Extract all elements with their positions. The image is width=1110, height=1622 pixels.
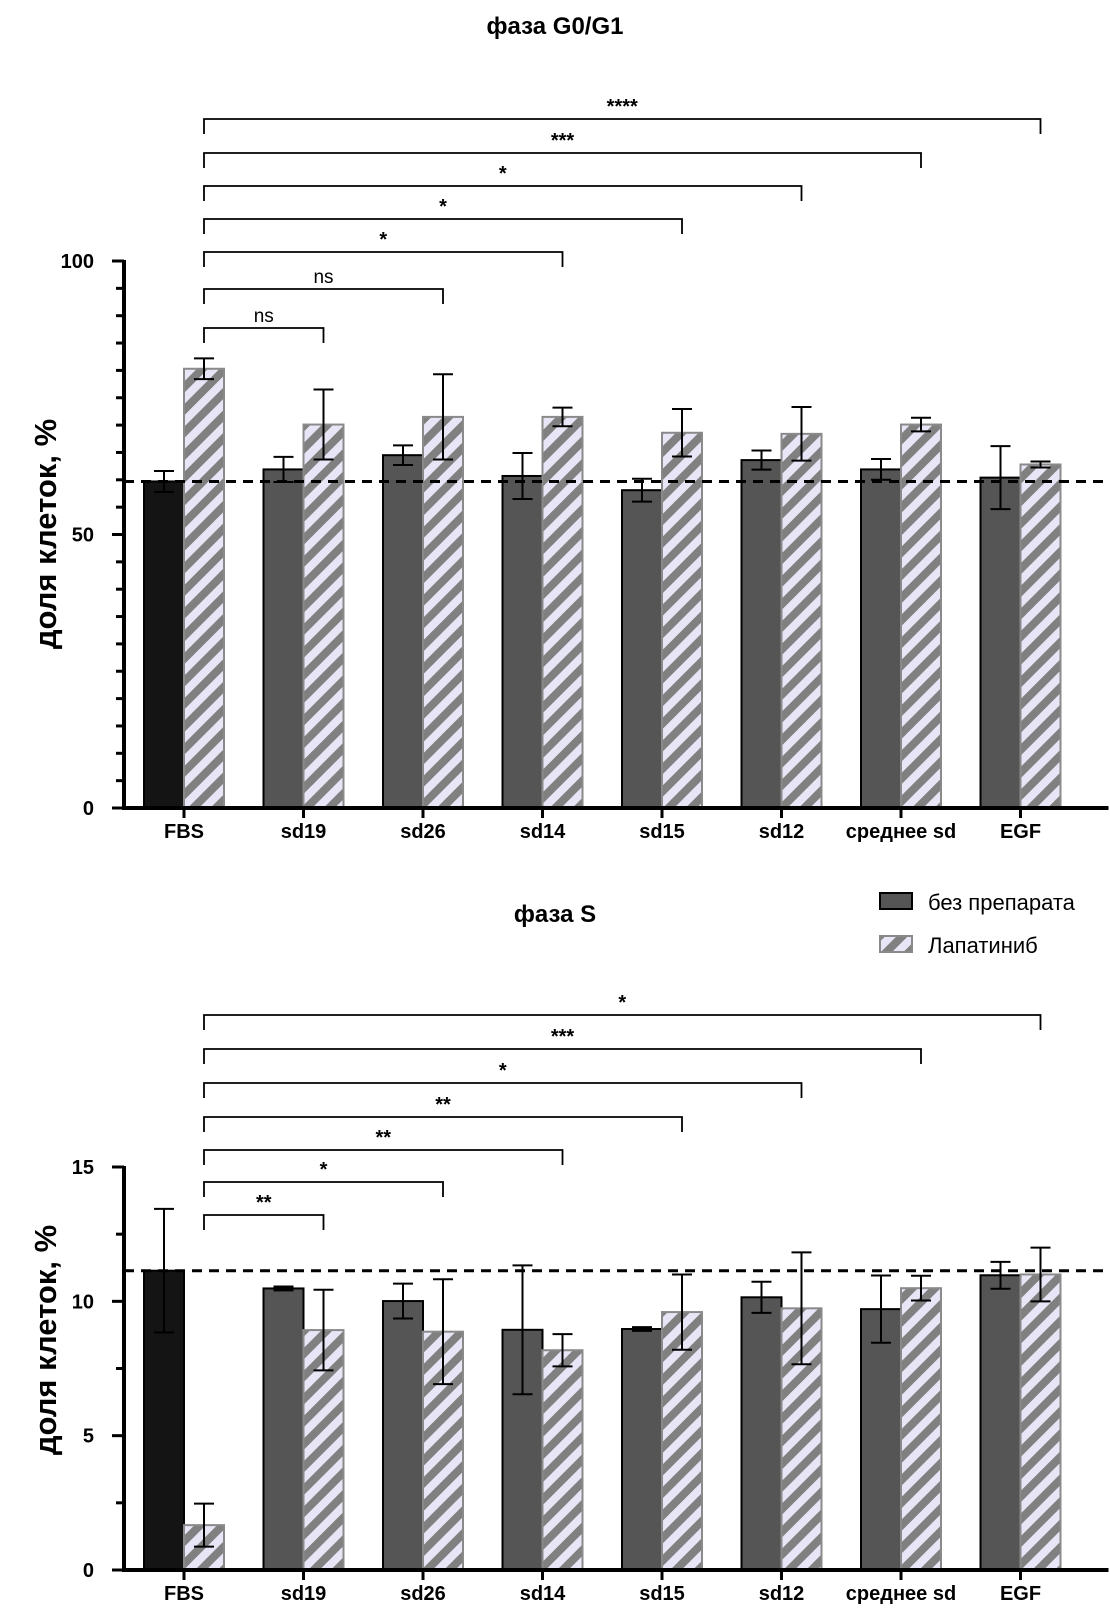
significance-bracket: [203, 251, 564, 267]
legend: без препарата Лапатиниб: [879, 890, 1076, 958]
bar-no-drug-3: [501, 474, 544, 809]
significance-label: *: [379, 229, 387, 251]
significance-bracket: [203, 1014, 1042, 1030]
legend-swatch-no-drug: [879, 892, 913, 910]
significance-label: *: [618, 992, 626, 1014]
significance-bracket: [203, 1048, 922, 1064]
y-tick-label: 0: [83, 1560, 94, 1582]
bar-lapatinib-0: [183, 367, 225, 809]
bar-no-drug-7: [979, 476, 1022, 809]
bar-no-drug-1: [262, 1287, 305, 1572]
significance-label: *: [499, 1060, 507, 1082]
significance-bracket: [203, 185, 803, 201]
bar-no-drug-6: [860, 468, 902, 809]
significance-bracket: [203, 1214, 325, 1230]
x-tick-label: sd26: [400, 821, 446, 843]
bar-lapatinib-6: [900, 1287, 942, 1572]
bar-lapatinib-3: [541, 415, 584, 809]
significance-label: ***: [551, 130, 575, 152]
bar-no-drug-6: [860, 1308, 902, 1571]
significance-label: ***: [551, 1026, 575, 1048]
legend-label-lapatinib: Лапатиниб: [928, 933, 1038, 958]
x-tick-label: sd12: [759, 1583, 805, 1605]
bar-no-drug-4: [621, 489, 663, 809]
x-tick-label: sd14: [520, 821, 566, 843]
x-tick-label: среднее sd: [846, 1583, 956, 1605]
significance-bracket: [203, 327, 325, 343]
y-tick-label: 15: [72, 1157, 94, 1179]
bar-no-drug-5: [740, 459, 783, 809]
chart-title: фаза S: [514, 901, 596, 928]
bar-lapatinib-7: [1019, 463, 1062, 809]
x-tick-label: среднее sd: [846, 821, 956, 843]
y-tick-label: 10: [72, 1291, 94, 1313]
x-tick-label: EGF: [1000, 1583, 1041, 1605]
y-tick-label: 0: [83, 798, 94, 820]
x-tick-label: sd19: [281, 1583, 327, 1605]
bar-lapatinib-5: [780, 432, 823, 809]
bar-no-drug-5: [740, 1296, 783, 1571]
significance-label: ****: [607, 96, 638, 118]
significance-label: ns: [313, 267, 333, 288]
x-tick-label: FBS: [164, 1583, 204, 1605]
significance-bracket: [203, 118, 1042, 134]
bar-no-drug-0: [143, 480, 185, 809]
x-tick-label: sd14: [520, 1583, 566, 1605]
significance-bracket: [203, 288, 444, 304]
panel-s: фаза S доля клеток, % FBS sd19 sd26 sd14 sd15 s…: [28, 901, 1109, 1605]
significance-label: **: [256, 1192, 272, 1214]
significance-bracket: [203, 152, 922, 168]
y-tick-label: 50: [72, 525, 94, 547]
x-tick-label: sd26: [400, 1583, 446, 1605]
legend-swatch-lapatinib: [879, 935, 913, 953]
x-tick-label: FBS: [164, 821, 204, 843]
significance-label: ns: [254, 306, 274, 327]
bar-no-drug-1: [262, 468, 305, 809]
bar-lapatinib-3: [541, 1349, 584, 1572]
x-tick-label: EGF: [1000, 821, 1041, 843]
bar-no-drug-7: [979, 1274, 1022, 1572]
bar-no-drug-2: [382, 454, 424, 809]
significance-label: **: [435, 1094, 451, 1116]
significance-label: **: [375, 1127, 391, 1149]
significance-bracket: [203, 1181, 444, 1197]
significance-bracket: [203, 1116, 683, 1132]
x-tick-label: sd15: [639, 1583, 685, 1605]
x-tick-label: sd15: [639, 821, 685, 843]
y-axis-label: доля клеток, %: [28, 419, 63, 649]
bar-lapatinib-4: [661, 431, 703, 809]
significance-label: *: [439, 196, 447, 218]
bar-lapatinib-7: [1019, 1273, 1062, 1571]
chart-title: фаза G0/G1: [487, 13, 624, 40]
bar-lapatinib-4: [661, 1311, 703, 1571]
y-tick-label: 100: [61, 251, 94, 273]
y-axis-label: доля клеток, %: [28, 1225, 63, 1455]
significance-bracket: [203, 1082, 803, 1098]
significance-label: *: [320, 1159, 328, 1181]
bar-lapatinib-2: [422, 415, 464, 809]
panel-g0g1: фаза G0/G1 доля клеток, % FBS sd19 sd26 sd14 s…: [28, 13, 1109, 843]
significance-bracket: [203, 218, 683, 234]
significance-bracket: [203, 1149, 564, 1165]
x-tick-label: sd19: [281, 821, 327, 843]
bar-no-drug-4: [621, 1328, 663, 1571]
y-tick-label: 5: [83, 1426, 94, 1448]
legend-label-no-drug: без препарата: [928, 890, 1076, 915]
x-tick-label: sd12: [759, 821, 805, 843]
significance-label: *: [499, 163, 507, 185]
bar-no-drug-2: [382, 1300, 424, 1572]
